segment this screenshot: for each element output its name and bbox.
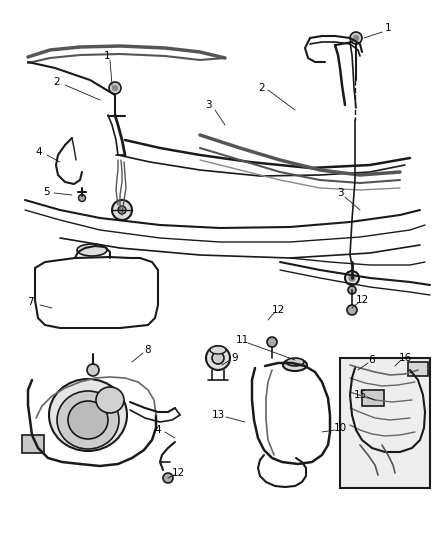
Bar (22, 435, 44, 453)
Ellipse shape (57, 391, 119, 449)
Circle shape (109, 82, 121, 94)
Ellipse shape (49, 379, 127, 451)
Circle shape (78, 195, 85, 201)
Text: 2: 2 (259, 83, 265, 93)
Ellipse shape (283, 359, 307, 371)
Circle shape (349, 275, 355, 281)
Text: 12: 12 (355, 295, 369, 305)
Circle shape (87, 364, 99, 376)
Circle shape (345, 271, 359, 285)
Text: 12: 12 (272, 305, 285, 315)
Text: 16: 16 (399, 353, 412, 363)
Circle shape (113, 85, 117, 91)
Text: 1: 1 (385, 23, 391, 33)
Text: 4: 4 (35, 147, 42, 157)
Text: 3: 3 (205, 100, 211, 110)
Text: 3: 3 (337, 188, 343, 198)
Circle shape (353, 36, 358, 41)
Ellipse shape (286, 358, 304, 366)
Text: 1: 1 (104, 51, 110, 61)
Circle shape (206, 346, 230, 370)
Circle shape (348, 286, 356, 294)
Text: 5: 5 (42, 187, 49, 197)
Text: 4: 4 (155, 425, 161, 435)
Ellipse shape (68, 401, 108, 439)
Text: 12: 12 (171, 468, 185, 478)
Text: 6: 6 (369, 355, 375, 365)
Bar (408, 362, 428, 376)
Text: 9: 9 (232, 353, 238, 363)
Circle shape (350, 32, 362, 44)
Circle shape (163, 473, 173, 483)
Text: 13: 13 (212, 410, 225, 420)
Text: 7: 7 (27, 297, 33, 307)
Text: 2: 2 (54, 77, 60, 87)
Circle shape (118, 206, 126, 214)
Circle shape (267, 337, 277, 347)
Ellipse shape (96, 387, 124, 413)
Bar (362, 390, 384, 406)
Text: 15: 15 (353, 390, 367, 400)
Text: 10: 10 (333, 423, 346, 433)
Circle shape (112, 200, 132, 220)
Ellipse shape (77, 244, 107, 256)
Circle shape (347, 305, 357, 315)
Text: 11: 11 (235, 335, 249, 345)
Circle shape (212, 352, 224, 364)
Ellipse shape (210, 346, 226, 354)
Bar (340, 358, 430, 488)
Text: 8: 8 (145, 345, 151, 355)
